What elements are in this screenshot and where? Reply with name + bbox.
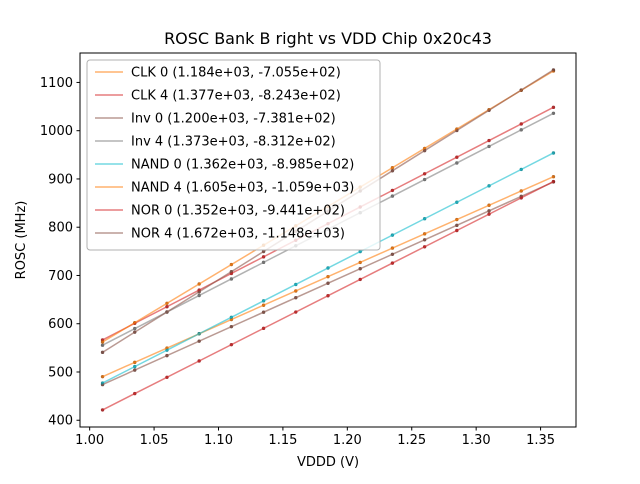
x-tick-label: 1.30 (462, 433, 491, 448)
y-tick-label: 400 (48, 414, 73, 429)
x-tick-label: 1.20 (333, 433, 362, 448)
y-tick-label: 800 (48, 221, 73, 236)
x-tick-label: 1.05 (140, 433, 169, 448)
legend-label-inv-4: Inv 4 (1.373e+03, -8.312e+02) (131, 135, 336, 150)
legend-label-nor-0: NOR 0 (1.352e+03, -9.441e+02) (131, 204, 345, 219)
legend-label-inv-0: Inv 0 (1.200e+03, -7.381e+02) (131, 112, 336, 127)
y-tick-label: 900 (48, 172, 73, 187)
series-line-inv-0 (102, 181, 554, 386)
y-tick-label: 1100 (40, 76, 73, 91)
x-tick-label: 1.10 (204, 433, 233, 448)
legend-label-clk-4: CLK 4 (1.377e+03, -8.243e+02) (131, 89, 341, 104)
series-line-clk-0 (102, 175, 554, 378)
plot-layer: 1.00 1.05 1.10 1.15 1.20 1.25 1.30 1.35 400 500 60… (40, 52, 577, 448)
legend-label-clk-0: CLK 0 (1.184e+03, -7.055e+02) (131, 66, 341, 81)
legend-label-nand-0: NAND 0 (1.362e+03, -8.985e+02) (131, 158, 354, 173)
x-axis-label: VDDD (V) (297, 455, 359, 470)
series-line-nor-0 (102, 180, 554, 411)
axes-spines (79, 52, 577, 428)
legend-label-nand-4: NAND 4 (1.605e+03, -1.059e+03) (131, 181, 354, 196)
x-tick-label: 1.00 (75, 433, 104, 448)
chart-title: ROSC Bank B right vs VDD Chip 0x20c43 (164, 29, 492, 48)
y-tick-label: 700 (48, 269, 73, 284)
series-line-nand-0 (102, 152, 554, 384)
x-tick-label: 1.35 (526, 433, 555, 448)
y-tick-label: 600 (48, 317, 73, 332)
legend-box (86, 59, 381, 251)
x-tick-label: 1.15 (268, 433, 297, 448)
y-axis-label: ROSC (MHz) (14, 201, 29, 280)
legend-label-nor-4: NOR 4 (1.672e+03, -1.148e+03) (131, 227, 345, 242)
x-tick-label: 1.25 (397, 433, 426, 448)
y-tick-label: 1000 (40, 124, 73, 139)
y-tick-label: 500 (48, 365, 73, 380)
